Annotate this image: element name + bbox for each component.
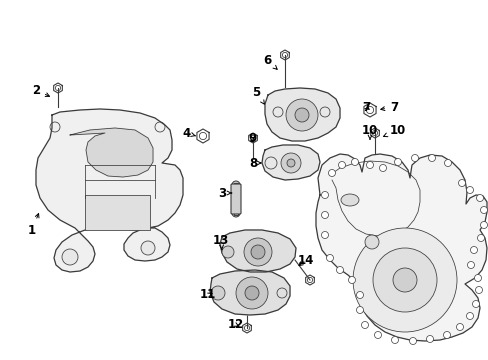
Circle shape	[444, 159, 450, 166]
Circle shape	[236, 277, 267, 309]
Text: 9: 9	[247, 131, 256, 144]
Polygon shape	[209, 270, 289, 315]
Circle shape	[480, 221, 487, 229]
Circle shape	[471, 301, 479, 307]
Polygon shape	[315, 154, 486, 341]
Ellipse shape	[340, 194, 358, 206]
Circle shape	[426, 336, 433, 342]
Text: 6: 6	[263, 54, 277, 69]
Text: 8: 8	[248, 157, 261, 170]
Circle shape	[408, 338, 416, 345]
Circle shape	[475, 194, 483, 202]
Circle shape	[356, 292, 363, 298]
Text: 5: 5	[251, 86, 264, 104]
Text: 14: 14	[297, 253, 314, 266]
Text: 7: 7	[361, 100, 369, 113]
Polygon shape	[36, 109, 183, 272]
Circle shape	[281, 153, 301, 173]
Circle shape	[222, 246, 234, 258]
Text: 11: 11	[200, 288, 216, 302]
Circle shape	[480, 207, 487, 213]
Circle shape	[352, 228, 456, 332]
Circle shape	[286, 159, 294, 167]
Circle shape	[366, 162, 373, 168]
Text: 3: 3	[218, 186, 231, 199]
Circle shape	[231, 181, 240, 189]
Circle shape	[476, 234, 484, 242]
Text: 7: 7	[380, 100, 397, 113]
Circle shape	[210, 286, 224, 300]
Circle shape	[374, 332, 381, 338]
Circle shape	[394, 158, 401, 166]
Polygon shape	[70, 128, 153, 177]
Text: 13: 13	[213, 234, 229, 249]
Circle shape	[336, 266, 343, 274]
Circle shape	[427, 154, 435, 162]
Circle shape	[456, 324, 463, 330]
Text: 2: 2	[32, 84, 49, 96]
Circle shape	[348, 276, 355, 284]
Polygon shape	[262, 145, 319, 180]
Circle shape	[321, 192, 328, 198]
Circle shape	[338, 162, 345, 168]
Circle shape	[466, 186, 472, 194]
Circle shape	[467, 261, 473, 269]
Circle shape	[474, 287, 482, 293]
Circle shape	[473, 275, 481, 282]
Circle shape	[458, 180, 465, 186]
Polygon shape	[220, 230, 295, 272]
Circle shape	[443, 332, 449, 338]
Circle shape	[466, 312, 472, 320]
Bar	[85, 195, 150, 230]
Circle shape	[356, 306, 363, 314]
Circle shape	[321, 212, 328, 219]
Circle shape	[231, 209, 240, 217]
Circle shape	[250, 245, 264, 259]
Circle shape	[379, 165, 386, 171]
Circle shape	[294, 108, 308, 122]
Text: 12: 12	[227, 319, 244, 332]
Circle shape	[364, 235, 378, 249]
Circle shape	[392, 268, 416, 292]
Text: 10: 10	[383, 123, 406, 137]
FancyBboxPatch shape	[230, 184, 241, 214]
Circle shape	[141, 241, 155, 255]
Circle shape	[244, 286, 259, 300]
Text: 4: 4	[182, 126, 195, 140]
Circle shape	[469, 247, 476, 253]
Circle shape	[391, 337, 398, 343]
Text: 1: 1	[28, 213, 39, 237]
Circle shape	[411, 154, 418, 162]
Circle shape	[351, 158, 358, 166]
Text: 10: 10	[361, 123, 378, 139]
Circle shape	[244, 238, 271, 266]
Circle shape	[328, 170, 335, 176]
Circle shape	[321, 231, 328, 239]
Polygon shape	[264, 88, 339, 141]
Circle shape	[361, 321, 368, 328]
Circle shape	[372, 248, 436, 312]
Circle shape	[326, 255, 333, 261]
Circle shape	[62, 249, 78, 265]
Circle shape	[285, 99, 317, 131]
